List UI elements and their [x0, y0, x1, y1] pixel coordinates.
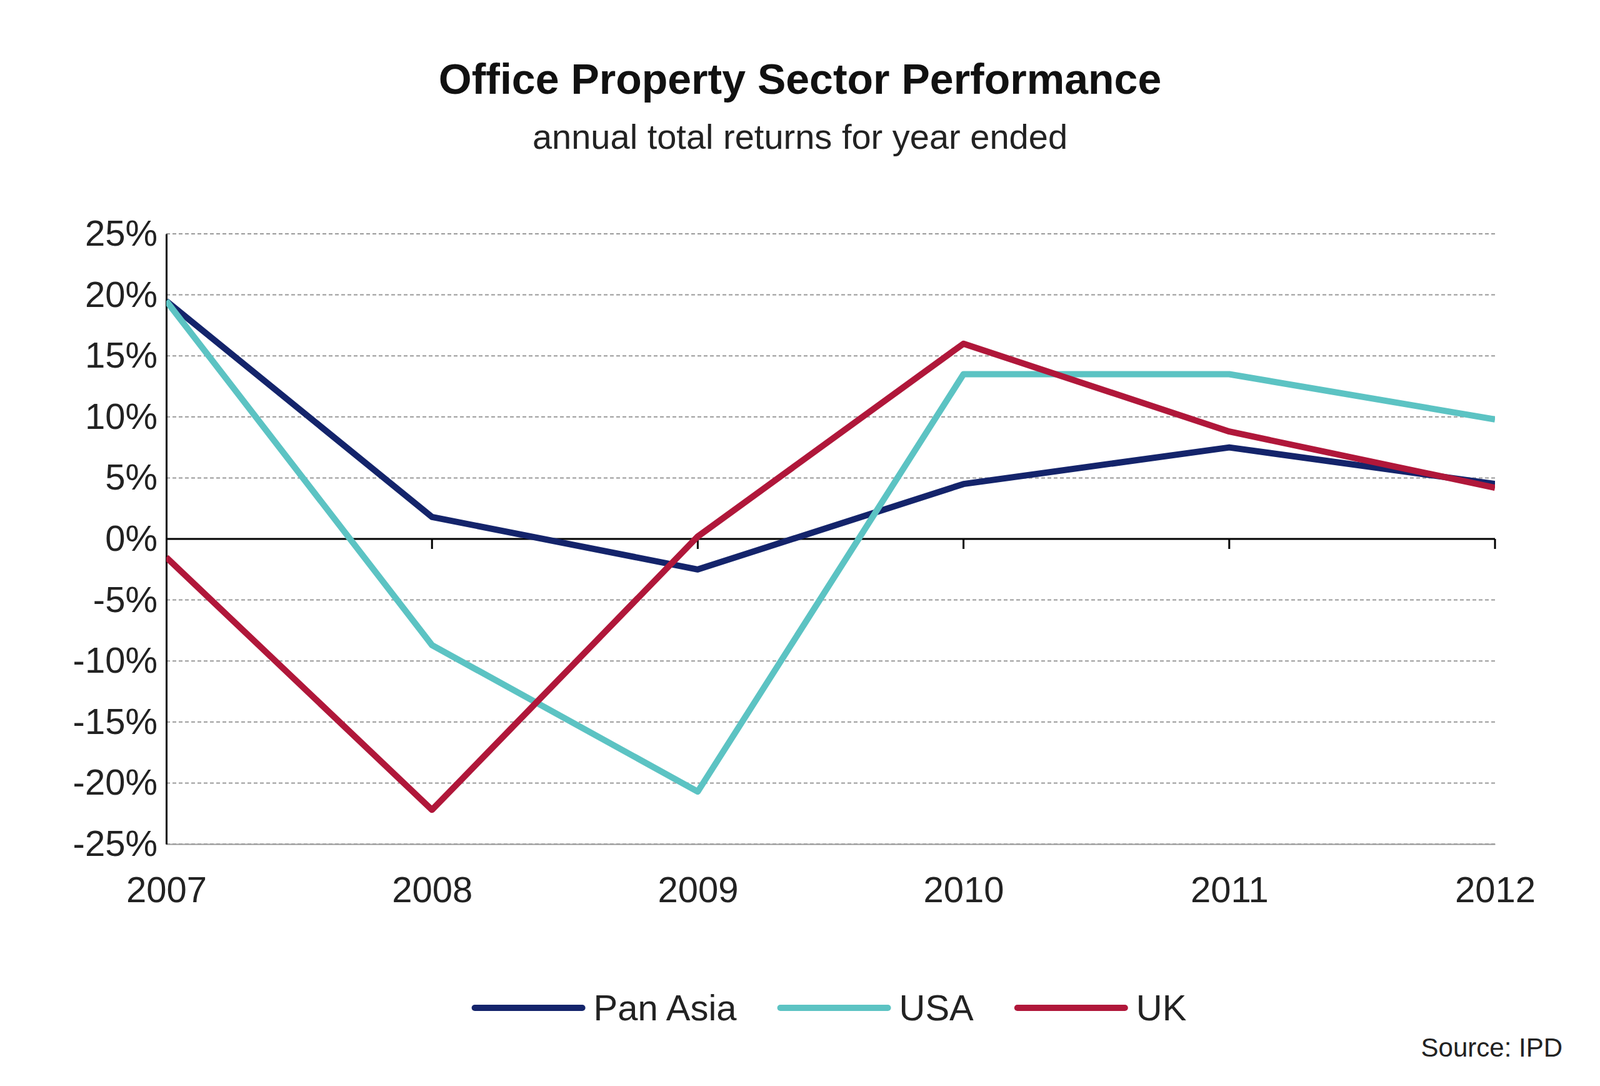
y-tick-label: -15% — [73, 700, 158, 742]
grid — [166, 233, 1495, 844]
y-tick: 0% — [105, 517, 167, 559]
y-tick-label: -25% — [73, 822, 158, 864]
x-tick: 2009 — [657, 843, 739, 910]
category-tick — [962, 538, 965, 549]
grid-line — [166, 355, 1495, 357]
x-tick-label: 2008 — [391, 868, 473, 910]
x-tick: 2011 — [1190, 843, 1269, 910]
y-tick: -15% — [73, 700, 167, 742]
zero-line — [166, 538, 1495, 540]
y-tick-label: 10% — [85, 395, 158, 437]
source: Source: IPD — [1421, 1032, 1563, 1062]
grid-line — [166, 538, 1495, 540]
x-axis: 2007 2008 2009 2010 2011 2012 — [126, 843, 1536, 910]
grid-line — [166, 599, 1495, 601]
x-tick: 2010 — [923, 843, 1005, 910]
legend-swatch — [475, 1004, 583, 1011]
grid-line — [166, 416, 1495, 418]
x-tick-label: 2010 — [923, 868, 1005, 910]
legend-label: Pan Asia — [593, 986, 738, 1028]
legend-item: USA — [780, 986, 975, 1028]
legend-item: Pan Asia — [475, 986, 738, 1028]
x-tick-label: 2009 — [657, 868, 739, 910]
legend-swatch — [780, 1004, 889, 1011]
grid-line — [166, 721, 1495, 723]
grid-line — [166, 781, 1495, 784]
x-tick: 2008 — [391, 843, 473, 910]
category-tick — [431, 538, 434, 549]
grid-line — [166, 294, 1495, 296]
x-tick-label: 2007 — [126, 868, 207, 910]
y-tick: -25% — [73, 822, 167, 864]
grid-line — [166, 660, 1495, 662]
series-line — [166, 343, 1495, 810]
x-axis-line — [166, 843, 1496, 845]
y-tick-label: -5% — [93, 578, 158, 620]
y-tick-label: 5% — [105, 456, 158, 497]
y-tick: 15% — [85, 334, 167, 375]
y-tick: -10% — [73, 639, 167, 680]
y-tick: 25% — [85, 212, 167, 254]
series-line — [166, 300, 1495, 792]
x-tick: 2012 — [1455, 843, 1536, 910]
legend-item: UK — [1017, 986, 1187, 1028]
grid-line — [166, 843, 1495, 845]
legend-label: UK — [1136, 986, 1187, 1028]
y-tick-label: 15% — [85, 334, 158, 375]
grid-line — [166, 233, 1495, 235]
y-tick-label: 0% — [105, 517, 158, 559]
subtitle: annual total returns for year ended — [532, 116, 1068, 157]
x-tick-label: 2011 — [1190, 868, 1269, 910]
y-tick: -5% — [93, 578, 167, 620]
y-tick: -20% — [73, 761, 167, 802]
legend-label: USA — [899, 986, 975, 1028]
y-tick: 10% — [85, 395, 167, 437]
legend-swatch — [1017, 1004, 1125, 1011]
chart: Office Property Sector Performance annual… — [0, 0, 1600, 1086]
y-tick: 5% — [105, 456, 167, 497]
category-tick — [1494, 538, 1497, 549]
y-tick: 20% — [85, 273, 167, 315]
y-axis: -25% -20% -15% -10% -5% 0% 5% 10% 15% 20% 25% — [73, 212, 167, 864]
y-tick-label: 25% — [85, 212, 158, 254]
category-tick — [1228, 538, 1230, 549]
title: Office Property Sector Performance — [438, 55, 1162, 103]
series-line — [166, 300, 1495, 569]
legend: Pan Asia USA UK — [475, 986, 1187, 1028]
y-tick-label: -10% — [73, 639, 158, 680]
y-tick-label: 20% — [85, 273, 158, 315]
grid-line — [166, 476, 1495, 479]
y-tick-label: -20% — [73, 761, 158, 802]
x-tick-label: 2012 — [1455, 868, 1536, 910]
lines — [166, 300, 1495, 810]
